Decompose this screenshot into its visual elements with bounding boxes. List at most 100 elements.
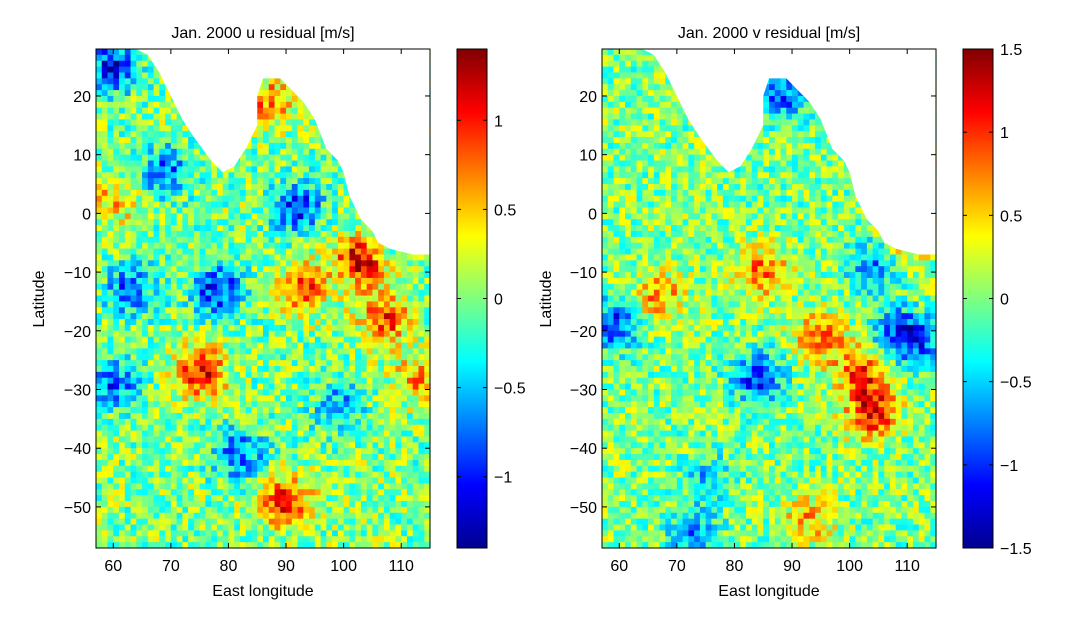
heatmap-cell	[343, 277, 350, 285]
heatmap-cell	[383, 477, 391, 485]
heatmap-cell	[268, 260, 276, 267]
heatmap-cell	[291, 377, 299, 385]
heatmap-cell	[257, 354, 264, 361]
heatmap-cell	[366, 489, 374, 496]
heatmap-cell	[147, 60, 155, 68]
heatmap-cell	[401, 506, 408, 514]
heatmap-cell	[406, 377, 414, 385]
heatmap-cell	[136, 137, 143, 144]
heatmap-cell	[251, 201, 258, 209]
heatmap-cell	[205, 530, 212, 537]
heatmap-cell	[355, 524, 362, 531]
heatmap-cell	[372, 448, 379, 455]
heatmap-cell	[291, 230, 299, 238]
heatmap-cell	[170, 248, 178, 256]
heatmap-cell	[355, 254, 362, 261]
heatmap-cell	[286, 342, 293, 349]
heatmap-cell	[314, 366, 322, 373]
heatmap-cell	[314, 172, 322, 179]
heatmap-cell	[142, 483, 149, 490]
heatmap-cell	[280, 336, 287, 344]
heatmap-cell	[291, 501, 299, 508]
heatmap-cell	[170, 389, 178, 396]
heatmap-cell	[320, 530, 327, 537]
heatmap-cell	[326, 501, 333, 508]
heatmap-cell	[130, 201, 137, 209]
heatmap-cell	[216, 524, 224, 531]
heatmap-cell	[142, 248, 149, 256]
heatmap-cell	[216, 260, 224, 267]
heatmap-cell	[349, 412, 356, 420]
heatmap-cell	[406, 307, 414, 314]
heatmap-cell	[320, 418, 327, 426]
heatmap-cell	[326, 254, 333, 261]
heatmap-cell	[199, 330, 207, 338]
heatmap-cell	[251, 483, 258, 490]
heatmap-cell	[119, 536, 126, 543]
heatmap-cell	[147, 371, 155, 379]
heatmap-cell	[165, 477, 172, 485]
heatmap-cell	[309, 272, 316, 279]
heatmap-cell	[176, 530, 183, 537]
heatmap-cell	[297, 95, 304, 103]
heatmap-cell	[320, 172, 327, 179]
heatmap-cell	[406, 459, 414, 467]
heatmap-cell	[124, 336, 132, 344]
heatmap-cell	[268, 225, 276, 232]
heatmap-cell	[199, 430, 207, 438]
heatmap-cell	[170, 430, 178, 438]
heatmap-cell	[297, 412, 304, 420]
heatmap-cell	[251, 307, 258, 314]
heatmap-cell	[337, 225, 345, 232]
heatmap-cell	[101, 230, 109, 238]
heatmap-cell	[113, 160, 120, 168]
heatmap-cell	[337, 189, 345, 197]
heatmap-cell	[130, 148, 137, 156]
heatmap-cell	[378, 266, 385, 273]
heatmap-cell	[280, 524, 287, 531]
heatmap-cell	[119, 189, 126, 197]
heatmap-cell	[101, 459, 109, 467]
heatmap-cell	[372, 283, 379, 291]
heatmap-cell	[153, 277, 160, 285]
heatmap-cell	[337, 459, 345, 467]
heatmap-cell	[159, 483, 166, 490]
heatmap-cell	[101, 254, 109, 261]
heatmap-cell	[332, 454, 339, 461]
heatmap-cell	[274, 137, 281, 144]
heatmap-cell	[159, 442, 166, 449]
heatmap-cell	[199, 454, 207, 461]
heatmap-cell	[360, 471, 368, 479]
heatmap-cell	[239, 454, 247, 461]
heatmap-cell	[216, 184, 224, 191]
heatmap-cell	[263, 277, 270, 285]
heatmap-cell	[222, 465, 230, 473]
heatmap-cell	[113, 342, 120, 349]
heatmap-cell	[199, 424, 207, 432]
heatmap-cell	[320, 266, 327, 273]
heatmap-cell	[234, 512, 241, 520]
heatmap-cell	[337, 389, 345, 396]
heatmap-cell	[355, 248, 362, 256]
heatmap-cell	[366, 354, 374, 361]
heatmap-cell	[424, 371, 431, 379]
heatmap-cell	[303, 501, 310, 508]
heatmap-cell	[193, 407, 201, 414]
heatmap-cell	[251, 354, 258, 361]
heatmap-cell	[314, 489, 322, 496]
heatmap-cell	[291, 301, 299, 308]
heatmap-cell	[412, 324, 420, 332]
heatmap-cell	[378, 383, 385, 391]
heatmap-cell	[383, 248, 391, 256]
heatmap-cell	[228, 230, 235, 238]
heatmap-cell	[320, 465, 327, 473]
heatmap-cell	[96, 512, 103, 520]
heatmap-cell	[239, 324, 247, 332]
heatmap-cell	[268, 172, 276, 179]
heatmap-cell	[153, 166, 160, 173]
heatmap-cell	[326, 536, 333, 543]
heatmap-cell	[395, 495, 402, 502]
heatmap-cell	[130, 189, 137, 197]
heatmap-cell	[251, 301, 258, 308]
heatmap-cell	[142, 459, 149, 467]
